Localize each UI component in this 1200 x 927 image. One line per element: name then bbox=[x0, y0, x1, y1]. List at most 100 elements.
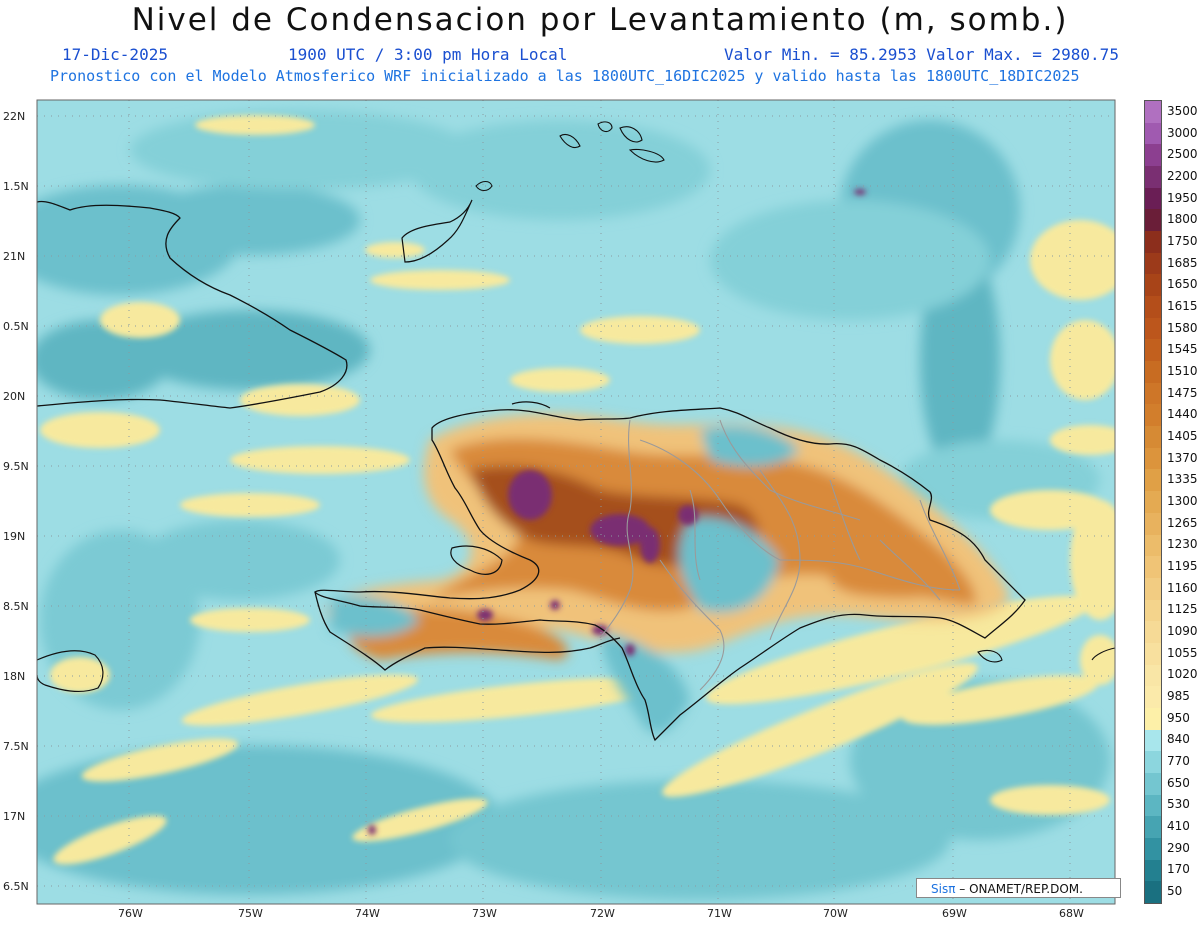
colorbar-segment bbox=[1145, 231, 1161, 254]
colorbar-segment bbox=[1145, 122, 1161, 145]
lat-label: 8.5N bbox=[3, 600, 29, 613]
colorbar-label: 1090 bbox=[1167, 624, 1198, 639]
gonave-island bbox=[450, 545, 503, 575]
caicos-islands bbox=[559, 121, 665, 163]
colorbar-label: 1750 bbox=[1167, 233, 1198, 248]
colorbar-label: 1335 bbox=[1167, 472, 1198, 487]
province-borders bbox=[599, 419, 961, 691]
colorbar-segment bbox=[1145, 794, 1161, 817]
colorbar-label: 985 bbox=[1167, 689, 1190, 704]
colorbar-segment bbox=[1145, 881, 1161, 904]
lat-label: 19N bbox=[3, 530, 26, 543]
colorbar-label: 1055 bbox=[1167, 645, 1198, 660]
colorbar-segment bbox=[1145, 816, 1161, 839]
colorbar-segment bbox=[1145, 534, 1161, 557]
colorbar-label: 1370 bbox=[1167, 450, 1198, 465]
lon-label: 74W bbox=[355, 907, 380, 920]
colorbar-segment bbox=[1145, 426, 1161, 449]
small-cay bbox=[475, 180, 493, 192]
colorbar-label: 1475 bbox=[1167, 385, 1198, 400]
colorbar-segment bbox=[1145, 339, 1161, 362]
jamaica-coastline bbox=[37, 650, 104, 693]
colorbar-segment bbox=[1145, 751, 1161, 774]
onamet-credit: – ONAMET/REP.DOM. bbox=[959, 882, 1083, 896]
colorbar-label: 1510 bbox=[1167, 363, 1198, 378]
plot-frame bbox=[36, 99, 1116, 905]
lon-label: 70W bbox=[823, 907, 848, 920]
colorbar-segment bbox=[1145, 209, 1161, 232]
colorbar-label: 770 bbox=[1167, 754, 1190, 769]
colorbar-label: 1195 bbox=[1167, 559, 1198, 574]
lat-label: 6.5N bbox=[3, 880, 29, 893]
min-max-values: Valor Min. = 85.2953 Valor Max. = 2980.7… bbox=[724, 45, 1119, 64]
colorbar-segment bbox=[1145, 859, 1161, 882]
colorbar-label: 3500 bbox=[1167, 103, 1198, 118]
colorbar-segment bbox=[1145, 729, 1161, 752]
lat-label: 21N bbox=[3, 250, 26, 263]
lat-label: 0.5N bbox=[3, 320, 29, 333]
colorbar-segment bbox=[1145, 101, 1161, 124]
colorbar-segment bbox=[1145, 274, 1161, 297]
puerto-rico-coast bbox=[1091, 647, 1115, 661]
colorbar-label: 1265 bbox=[1167, 515, 1198, 530]
colorbar-label: 530 bbox=[1167, 797, 1190, 812]
lon-label: 76W bbox=[118, 907, 143, 920]
colorbar-label: 2500 bbox=[1167, 147, 1198, 162]
colorbar-label: 1440 bbox=[1167, 407, 1198, 422]
colorbar-segment bbox=[1145, 404, 1161, 427]
colorbar-label: 1580 bbox=[1167, 320, 1198, 335]
lat-label: 18N bbox=[3, 670, 26, 683]
colorbar-label: 290 bbox=[1167, 840, 1190, 855]
lat-label: 22N bbox=[3, 110, 26, 123]
colorbar-label: 1545 bbox=[1167, 342, 1198, 357]
colorbar-label: 2200 bbox=[1167, 168, 1198, 183]
colorbar-label: 1160 bbox=[1167, 580, 1198, 595]
lat-label: 1.5N bbox=[3, 180, 29, 193]
colorbar-label: 840 bbox=[1167, 732, 1190, 747]
colorbar-segment bbox=[1145, 599, 1161, 622]
credit-box: Sisπ – ONAMET/REP.DOM. bbox=[916, 878, 1121, 898]
hispaniola-coastline bbox=[314, 407, 1026, 742]
map-title: Nivel de Condensacion por Levantamiento … bbox=[131, 2, 1069, 38]
lon-label: 68W bbox=[1059, 907, 1084, 920]
lat-label: 17N bbox=[3, 810, 26, 823]
colorbar-label: 1125 bbox=[1167, 602, 1198, 617]
cuba-coastline bbox=[37, 200, 348, 409]
sispi-logo-text: Sisπ bbox=[931, 882, 956, 896]
colorbar-segment bbox=[1145, 144, 1161, 167]
great-inagua bbox=[401, 199, 473, 263]
colorbar-segment bbox=[1145, 577, 1161, 601]
colorbar-segment bbox=[1145, 166, 1161, 189]
colorbar-segment bbox=[1145, 491, 1161, 514]
colorbar-label: 1650 bbox=[1167, 277, 1198, 292]
colorbar-segment bbox=[1145, 837, 1161, 861]
colorbar-label: 410 bbox=[1167, 819, 1190, 834]
colorbar-label: 1800 bbox=[1167, 212, 1198, 227]
colorbar-segment bbox=[1145, 187, 1161, 210]
colorbar-label: 1615 bbox=[1167, 298, 1198, 313]
colorbar-label: 1020 bbox=[1167, 667, 1198, 682]
colorbar-label: 1230 bbox=[1167, 537, 1198, 552]
lon-label: 75W bbox=[238, 907, 263, 920]
colorbar-segment bbox=[1145, 772, 1161, 796]
lon-label: 72W bbox=[590, 907, 615, 920]
forecast-time: 1900 UTC / 3:00 pm Hora Local bbox=[288, 45, 568, 64]
colorbar-segment bbox=[1145, 317, 1161, 340]
colorbar-segment bbox=[1145, 621, 1161, 644]
saona-island bbox=[977, 649, 1003, 663]
colorbar-segment bbox=[1145, 382, 1161, 405]
lat-label: 7.5N bbox=[3, 740, 29, 753]
colorbar-segment bbox=[1145, 469, 1161, 492]
graticule bbox=[37, 100, 1115, 904]
colorbar-segment bbox=[1145, 361, 1161, 384]
colorbar-segment bbox=[1145, 642, 1161, 666]
lon-label: 73W bbox=[472, 907, 497, 920]
colorbar-label: 950 bbox=[1167, 710, 1190, 725]
colorbar-segment bbox=[1145, 512, 1161, 535]
colorbar-label: 650 bbox=[1167, 775, 1190, 790]
purple-maxima bbox=[368, 189, 866, 835]
colorbar bbox=[1144, 100, 1162, 904]
colorbar-label: 1405 bbox=[1167, 428, 1198, 443]
lat-label: 20N bbox=[3, 390, 26, 403]
